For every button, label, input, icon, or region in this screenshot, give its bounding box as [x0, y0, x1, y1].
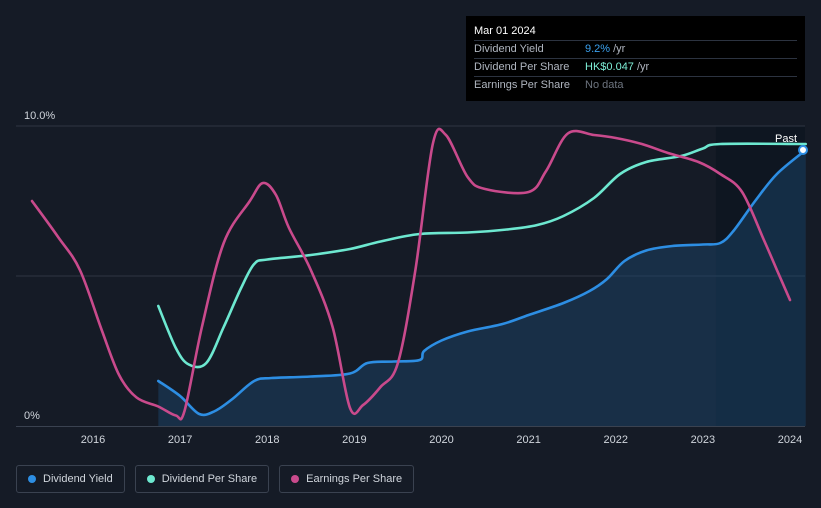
x-tick-label: 2022 — [604, 434, 628, 446]
y-tick-label: 0% — [24, 410, 40, 422]
tooltip-date: Mar 01 2024 — [474, 25, 536, 37]
x-tick-label: 2020 — [429, 434, 453, 446]
gridlines — [16, 125, 805, 427]
tooltip-value: No data — [585, 79, 624, 91]
x-tick-label: 2018 — [255, 434, 279, 446]
tooltip-label: Dividend Yield — [474, 43, 544, 55]
series-lines — [30, 127, 807, 421]
legend-item-dividend-per-share[interactable]: Dividend Per Share — [134, 465, 270, 493]
tooltip-unit: /yr — [636, 61, 650, 73]
x-tick-label: 2016 — [81, 434, 105, 446]
legend-dot-icon — [146, 475, 155, 483]
x-tick-label: 2021 — [516, 434, 540, 446]
tooltip-unit: /yr — [613, 43, 626, 55]
legend-label: Dividend Yield — [43, 473, 113, 485]
y-axis-ticks: 10.0% 0% — [24, 110, 55, 422]
dividend-yield-area — [158, 150, 806, 426]
tooltip-row-earnings-per-share: Earnings Per Share No data — [474, 76, 797, 94]
tooltip-label: Dividend Per Share — [474, 61, 570, 73]
x-tick-label: 2019 — [342, 434, 366, 446]
data-tooltip: Mar 01 2024 Dividend Yield 9.2% /yr Divi… — [466, 16, 805, 101]
x-tick-label: 2017 — [168, 434, 192, 446]
tooltip-label: Earnings Per Share — [474, 79, 570, 91]
x-axis-ticks: 2016 2017 2018 2019 2020 2021 2022 2023 2024 — [81, 434, 802, 446]
x-tick-label: 2024 — [778, 434, 802, 446]
series-areas — [158, 150, 806, 426]
tooltip-value: HK$0.047 — [585, 61, 634, 73]
legend-label: Dividend Per Share — [161, 473, 258, 485]
tooltip-row-dividend-per-share: Dividend Per Share HK$0.047 /yr — [474, 58, 797, 76]
legend-dot-icon — [28, 475, 36, 483]
dividend-yield-end-marker — [798, 145, 808, 155]
legend-label: Earnings Per Share — [306, 473, 403, 485]
past-label: Past — [775, 133, 797, 145]
legend-dot-icon — [291, 475, 300, 483]
tooltip-row-dividend-yield: Dividend Yield 9.2% /yr — [474, 40, 797, 58]
tooltip-value: 9.2% — [585, 43, 611, 55]
legend-item-earnings-per-share[interactable]: Earnings Per Share — [279, 465, 415, 493]
y-tick-label: 10.0% — [24, 110, 55, 122]
dividend-yield-line — [157, 148, 807, 417]
earnings-per-share-line — [30, 127, 792, 421]
x-tick-label: 2023 — [691, 434, 715, 446]
legend-item-dividend-yield[interactable]: Dividend Yield — [16, 465, 125, 493]
chart-legend: Dividend Yield Dividend Per Share Earnin… — [16, 465, 415, 493]
